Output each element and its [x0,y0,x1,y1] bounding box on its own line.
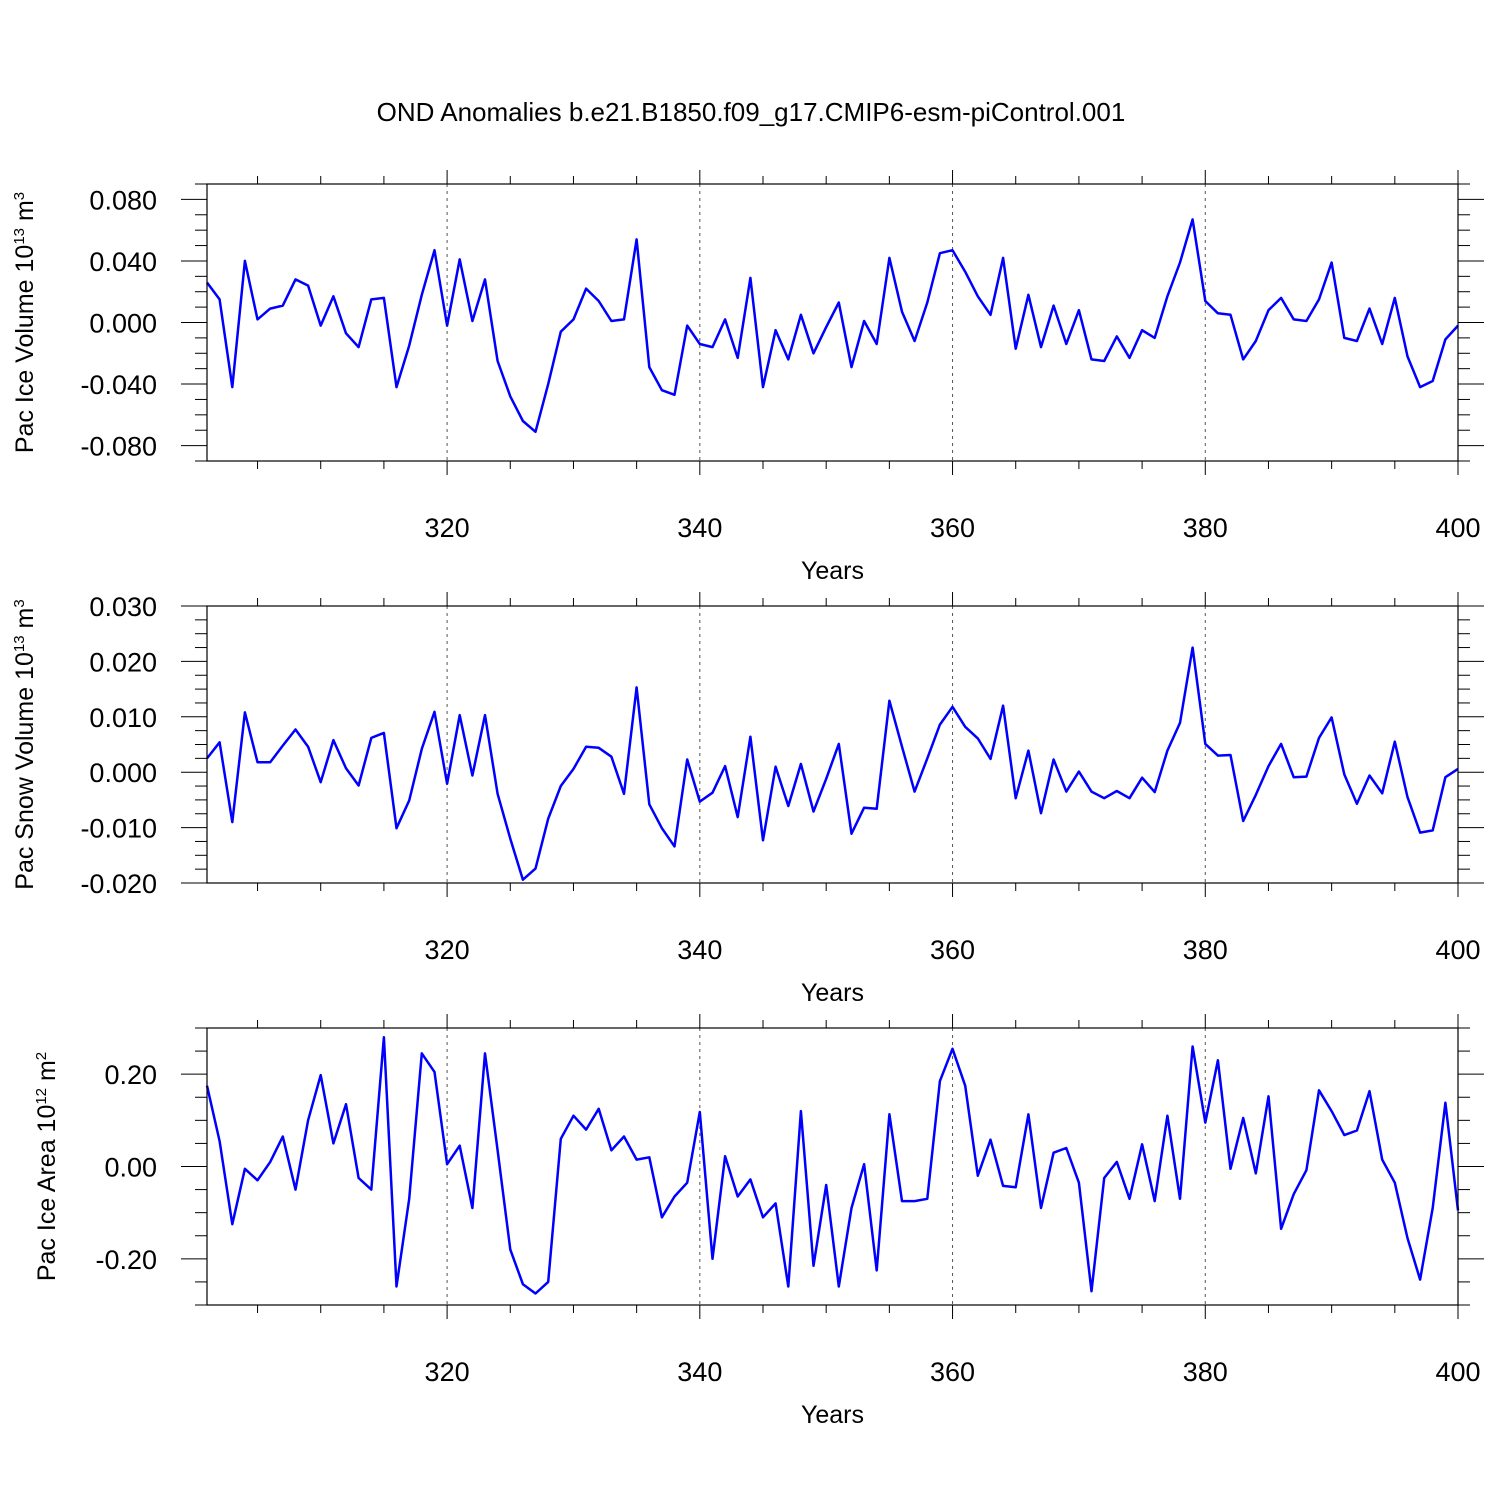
x-tick-label: 320 [425,1357,470,1387]
y-tick-label: -0.040 [80,370,157,400]
y-tick-label: 0.080 [89,185,157,215]
x-axis-title: Years [801,1401,864,1429]
y-tick-label: 0.000 [89,758,157,788]
x-tick-label: 340 [677,1357,722,1387]
x-tick-label: 380 [1183,1357,1228,1387]
y-tick-label: -0.080 [80,432,157,462]
y-tick-label: 0.040 [89,247,157,277]
x-tick-label: 360 [930,513,975,543]
x-tick-label: 360 [930,1357,975,1387]
x-tick-label: 340 [677,935,722,965]
x-tick-label: 380 [1183,935,1228,965]
x-tick-label: 320 [425,513,470,543]
y-tick-label: -0.020 [80,869,157,899]
x-tick-label: 340 [677,513,722,543]
chart-panel-1: -0.080 -0.040 0.000 0.040 0.080 320 340 360 380 4… [11,170,1484,585]
figure-title: OND Anomalies b.e21.B1850.f09_g17.CMIP6-… [377,97,1126,127]
plot-frame [206,183,1459,462]
y-tick-label: 0.20 [104,1060,157,1090]
x-tick-label: 380 [1183,513,1228,543]
y-tick-label: 0.030 [89,592,157,622]
x-tick-label: 400 [1435,935,1480,965]
y-axis-title: Pac Ice Volume 1013 m3 [11,192,39,453]
x-axis-title: Years [801,979,864,1007]
y-axis-title: Pac Snow Volume 1013 m3 [11,599,39,889]
plot-frame [206,1027,1459,1306]
y-tick-label: -0.20 [95,1245,157,1275]
x-axis-title: Years [801,557,864,585]
y-tick-label: 0.000 [89,309,157,339]
data-line [205,218,1459,434]
y-tick-label: 0.00 [104,1153,157,1183]
x-tick-label: 320 [425,935,470,965]
x-tick-label: 400 [1435,513,1480,543]
x-tick-label: 400 [1435,1357,1480,1387]
y-tick-label: -0.010 [80,814,157,844]
data-line [205,1035,1460,1295]
chart-panel-3: -0.20 0.00 0.20 320 340 360 380 400 Years Pac Ice… [33,1014,1484,1429]
plot-frame [206,605,1459,884]
y-tick-label: 0.020 [89,647,157,677]
data-line [206,646,1459,881]
x-tick-label: 360 [930,935,975,965]
y-axis-title: Pac Ice Area 1012 m2 [33,1052,61,1281]
chart-panel-2: -0.020 -0.010 0.000 0.010 0.020 0.030 320 340 36… [11,592,1484,1007]
y-tick-label: 0.010 [89,703,157,733]
